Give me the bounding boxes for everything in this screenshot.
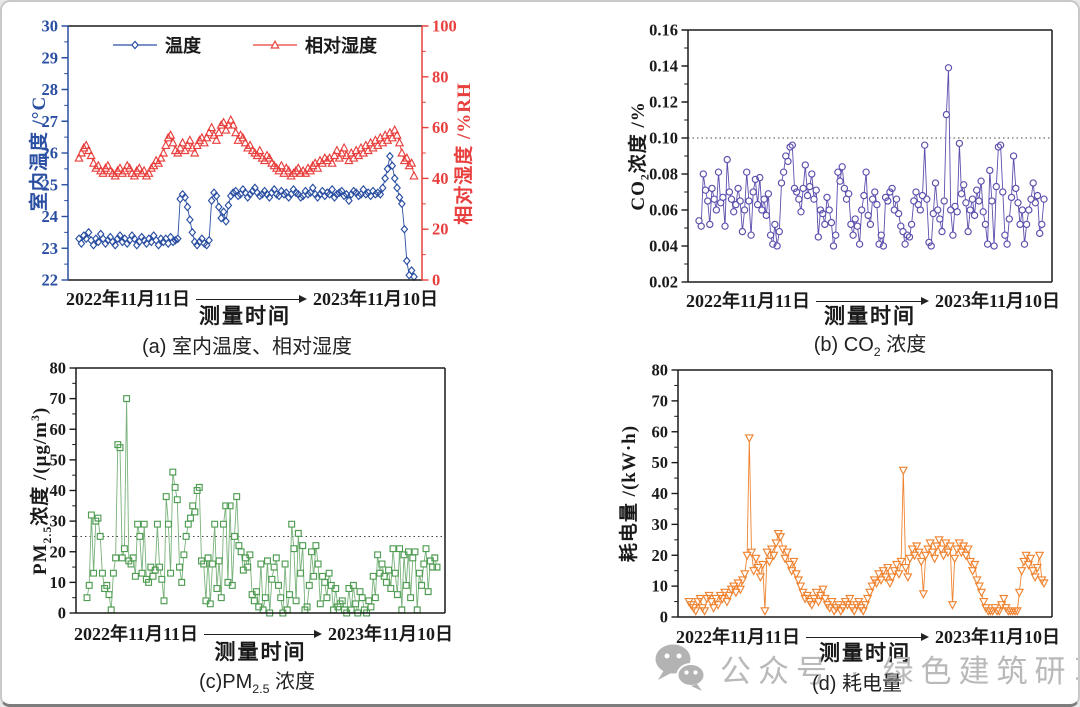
chart-b-axis-title: CO2浓度 /% bbox=[628, 101, 652, 211]
svg-text:0.16: 0.16 bbox=[649, 21, 678, 40]
chart-a-caption: (a) 室内温度、相对湿度 bbox=[142, 336, 352, 358]
chart-c-plot-area: 0 10 20 30 40 50 60 70 80 bbox=[50, 359, 446, 623]
time-arrow-icon bbox=[204, 630, 322, 638]
chart-c-x-axis: 2022年11月11日 2023年11月10日 bbox=[74, 620, 453, 646]
panel-b: 0.02 0.04 0.06 0.08 0.10 0.12 0.14 0.16 CO2浓度 /… bbox=[542, 2, 1078, 360]
chart-d-axis-title: 耗电量 /(kW·h) bbox=[619, 424, 641, 563]
watermark-text: 公众号 · 绿色建筑研习社 bbox=[720, 653, 1078, 689]
svg-text:0.06: 0.06 bbox=[649, 201, 678, 220]
chart-d-caption: (d) 耗电量 bbox=[812, 673, 902, 695]
svg-text:27: 27 bbox=[42, 112, 59, 131]
panel-a: 22 23 24 25 26 27 28 29 30 0 20 40 60 80 100 室内温度 /°C … bbox=[2, 2, 542, 359]
svg-text:50: 50 bbox=[652, 453, 669, 472]
x-start-date: 2022年11月11日 bbox=[676, 627, 801, 647]
svg-text:0.14: 0.14 bbox=[649, 57, 678, 76]
svg-text:25: 25 bbox=[42, 175, 59, 194]
svg-text:20: 20 bbox=[50, 542, 67, 561]
diamond-legend-marker-icon bbox=[113, 40, 157, 50]
svg-text:0: 0 bbox=[660, 608, 668, 627]
svg-text:40: 40 bbox=[432, 169, 449, 188]
legend-item: 温度 bbox=[113, 32, 201, 58]
x-end-date: 2023年11月10日 bbox=[312, 289, 438, 309]
time-arrow-icon bbox=[196, 295, 307, 303]
chart-c-axis-title: PM2.5浓度 /(μg/m3) bbox=[28, 406, 54, 575]
svg-text:0: 0 bbox=[58, 604, 66, 623]
svg-text:20: 20 bbox=[652, 546, 669, 565]
panel-d: 0 10 20 30 40 50 60 70 80 耗电量 /(kW·h) 2022年11月11… bbox=[542, 355, 1078, 704]
svg-text:0.10: 0.10 bbox=[649, 129, 678, 148]
svg-text:26: 26 bbox=[42, 144, 59, 163]
svg-text:80: 80 bbox=[432, 67, 449, 86]
chart-c-canvas: 0 10 20 30 40 50 60 70 80 bbox=[50, 359, 446, 623]
chart-a-canvas: 22 23 24 25 26 27 28 29 30 0 20 40 60 80 100 bbox=[42, 17, 457, 290]
svg-text:30: 30 bbox=[50, 512, 67, 531]
time-arrow-icon bbox=[816, 297, 929, 305]
chart-d-canvas: 0 10 20 30 40 50 60 70 80 bbox=[652, 361, 1053, 627]
chart-a-x-label: 测量时间 bbox=[199, 304, 291, 328]
chart-b-x-axis: 2022年11月11日 2023年11月10日 bbox=[686, 287, 1060, 313]
svg-text:0.02: 0.02 bbox=[649, 273, 678, 292]
svg-text:50: 50 bbox=[50, 450, 67, 469]
svg-text:70: 70 bbox=[652, 391, 669, 410]
chart-a-x-axis: 2022年11月11日 2023年11月10日 bbox=[66, 285, 438, 311]
svg-text:0: 0 bbox=[432, 271, 440, 290]
x-start-date: 2022年11月11日 bbox=[66, 289, 191, 309]
svg-text:24: 24 bbox=[42, 207, 59, 226]
chart-a-right-axis-title: 相对湿度 /%RH bbox=[453, 81, 475, 225]
svg-text:29: 29 bbox=[42, 48, 59, 67]
svg-text:23: 23 bbox=[42, 239, 59, 258]
chart-d-x-label: 测量时间 bbox=[819, 641, 911, 665]
svg-text:0.12: 0.12 bbox=[649, 93, 678, 112]
svg-text:70: 70 bbox=[50, 389, 67, 408]
chart-a-legend: 温度 相对湿度 bbox=[68, 32, 422, 58]
chart-d-plot-area: 0 10 20 30 40 50 60 70 80 bbox=[652, 361, 1053, 627]
chart-a-plot-area: 22 23 24 25 26 27 28 29 30 0 20 40 60 80 100 bbox=[42, 17, 457, 290]
svg-text:10: 10 bbox=[652, 577, 669, 596]
chart-b-x-label: 测量时间 bbox=[824, 304, 916, 328]
chart-c-caption: (c)PM2.5 浓度 bbox=[198, 671, 316, 696]
x-end-date: 2023年11月10日 bbox=[934, 627, 1060, 647]
chart-b-plot-area: 0.02 0.04 0.06 0.08 0.10 0.12 0.14 0.16 bbox=[649, 21, 1053, 292]
svg-text:60: 60 bbox=[652, 422, 669, 441]
watermark: 公众号 · 绿色建筑研习社 bbox=[654, 643, 1078, 693]
chart-d-x-axis: 2022年11月11日 2023年11月10日 bbox=[676, 623, 1060, 649]
panel-c: 0 10 20 30 40 50 60 70 80 PM2.5浓度 /(μg/m3) 2022年… bbox=[2, 355, 542, 704]
legend-label: 温度 bbox=[165, 36, 201, 56]
legend-item: 相对湿度 bbox=[253, 32, 377, 58]
svg-text:0.04: 0.04 bbox=[649, 237, 678, 256]
x-start-date: 2022年11月11日 bbox=[74, 624, 199, 644]
svg-text:28: 28 bbox=[42, 80, 59, 99]
chart-b-canvas: 0.02 0.04 0.06 0.08 0.10 0.12 0.14 0.16 bbox=[649, 21, 1053, 292]
x-start-date: 2022年11月11日 bbox=[686, 291, 811, 311]
svg-text:100: 100 bbox=[432, 17, 457, 36]
legend-label: 相对湿度 bbox=[305, 36, 377, 56]
svg-text:80: 80 bbox=[652, 361, 669, 380]
time-arrow-icon bbox=[806, 633, 929, 641]
x-end-date: 2023年11月10日 bbox=[327, 624, 453, 644]
svg-text:20: 20 bbox=[432, 220, 449, 239]
svg-text:40: 40 bbox=[652, 484, 669, 503]
svg-text:60: 60 bbox=[432, 118, 449, 137]
svg-text:80: 80 bbox=[50, 359, 67, 378]
x-end-date: 2023年11月10日 bbox=[934, 291, 1060, 311]
chart-b-caption: (b) CO2 浓度 bbox=[813, 334, 927, 359]
triangle-up-legend-marker-icon bbox=[253, 39, 297, 49]
svg-text:30: 30 bbox=[42, 17, 59, 36]
svg-text:22: 22 bbox=[42, 271, 59, 290]
wechat-icon bbox=[655, 644, 706, 691]
svg-text:0.08: 0.08 bbox=[649, 165, 678, 184]
chart-c-x-label: 测量时间 bbox=[214, 640, 307, 664]
svg-text:60: 60 bbox=[50, 420, 67, 439]
svg-text:30: 30 bbox=[652, 515, 669, 534]
svg-text:40: 40 bbox=[50, 481, 67, 500]
svg-text:10: 10 bbox=[50, 573, 67, 592]
